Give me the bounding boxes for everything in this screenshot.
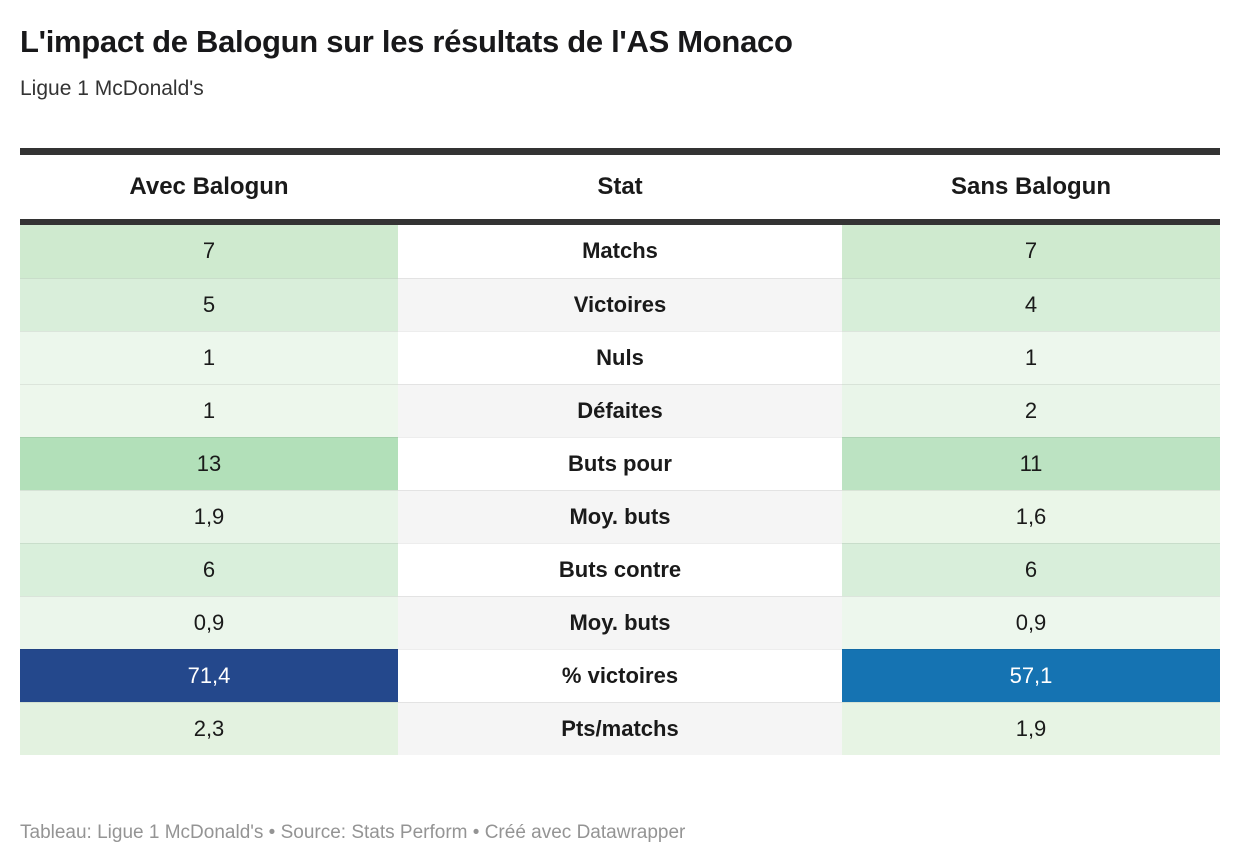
table-row: 1 Défaites 2 <box>20 383 1220 437</box>
table-row: 0,9 Moy. buts 0,9 <box>20 595 1220 649</box>
table-footer-attribution: Tableau: Ligue 1 McDonald's • Source: St… <box>20 822 686 843</box>
cell-sans-value: 1 <box>842 330 1220 384</box>
cell-sans-value: 11 <box>842 436 1220 490</box>
table-row: 13 Buts pour 11 <box>20 436 1220 490</box>
cell-avec-value: 5 <box>20 277 398 331</box>
cell-sans-value: 7 <box>842 224 1220 278</box>
cell-stat-label: Défaites <box>398 383 842 437</box>
table-row: 7 Matchs 7 <box>20 224 1220 278</box>
cell-stat-label: Victoires <box>398 277 842 331</box>
cell-avec-value: 6 <box>20 542 398 596</box>
stats-table: Avec Balogun Stat Sans Balogun 7 Matchs 7 5… <box>20 147 1220 755</box>
table-row: 5 Victoires 4 <box>20 277 1220 331</box>
cell-sans-value: 6 <box>842 542 1220 596</box>
cell-sans-value: 1,9 <box>842 701 1220 755</box>
cell-avec-value: 13 <box>20 436 398 490</box>
cell-stat-label: Matchs <box>398 224 842 278</box>
cell-stat-label: % victoires <box>398 648 842 702</box>
column-header-sans-balogun: Sans Balogun <box>950 172 1112 200</box>
cell-avec-value: 0,9 <box>20 595 398 649</box>
cell-avec-value: 1,9 <box>20 489 398 543</box>
cell-sans-value: 0,9 <box>842 595 1220 649</box>
table-row: 1 Nuls 1 <box>20 330 1220 384</box>
cell-sans-value: 57,1 <box>842 648 1220 702</box>
table-row: 1,9 Moy. buts 1,6 <box>20 489 1220 543</box>
table-header-row: Avec Balogun Stat Sans Balogun <box>20 155 1220 225</box>
cell-stat-label: Buts pour <box>398 436 842 490</box>
cell-sans-value: 4 <box>842 277 1220 331</box>
cell-avec-value: 71,4 <box>20 648 398 702</box>
cell-avec-value: 1 <box>20 383 398 437</box>
cell-stat-label: Pts/matchs <box>398 701 842 755</box>
page-subtitle: Ligue 1 McDonald's <box>20 76 204 100</box>
cell-avec-value: 2,3 <box>20 701 398 755</box>
column-header-avec-balogun: Avec Balogun <box>129 172 289 200</box>
page-title: L'impact de Balogun sur les résultats de… <box>20 24 793 59</box>
table-row: 2,3 Pts/matchs 1,9 <box>20 701 1220 755</box>
table-body: 7 Matchs 7 5 Victoires 4 1 Nuls 1 1 Défaites 2 13 But… <box>20 224 1220 755</box>
table-row: 71,4% victoires 57,1 <box>20 648 1220 702</box>
cell-sans-value: 1,6 <box>842 489 1220 543</box>
cell-stat-label: Nuls <box>398 330 842 384</box>
cell-stat-label: Moy. buts <box>398 489 842 543</box>
cell-stat-label: Buts contre <box>398 542 842 596</box>
cell-sans-value: 2 <box>842 383 1220 437</box>
cell-stat-label: Moy. buts <box>398 595 842 649</box>
table-row: 6 Buts contre 6 <box>20 542 1220 596</box>
column-header-stat: Stat <box>597 172 643 200</box>
cell-avec-value: 1 <box>20 330 398 384</box>
cell-avec-value: 7 <box>20 224 398 278</box>
